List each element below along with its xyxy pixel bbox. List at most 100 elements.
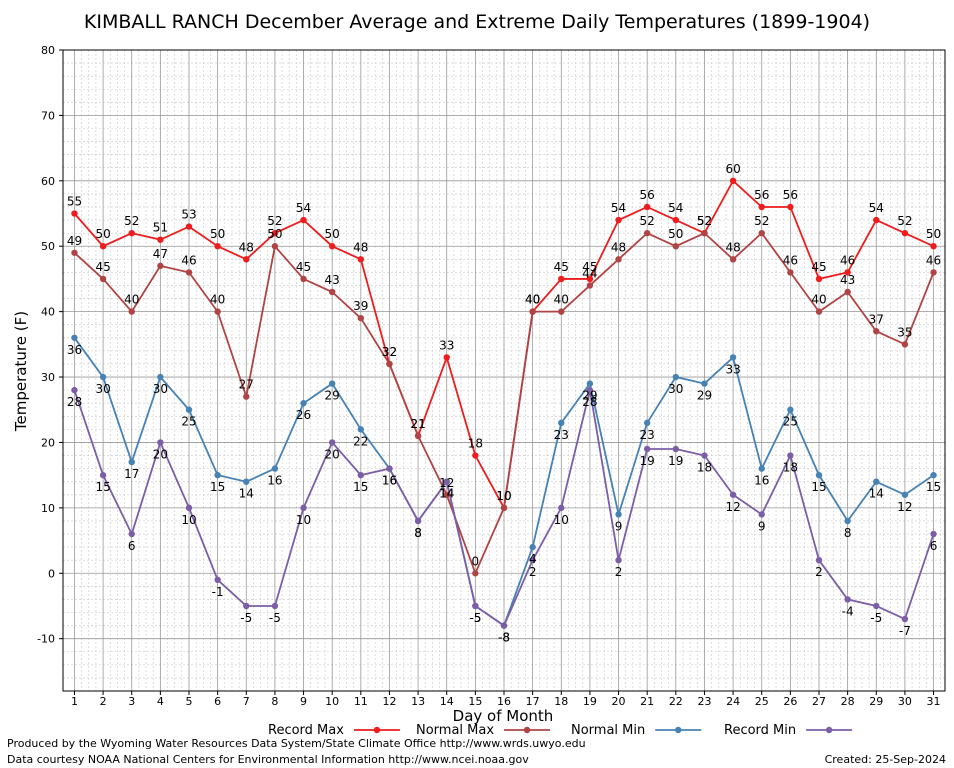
record-max-point	[128, 229, 135, 237]
record-min-point	[615, 556, 622, 564]
normal-max-point	[300, 275, 307, 283]
x-tick-label: 9	[300, 695, 307, 708]
normal-max-point	[815, 308, 823, 315]
record-max-data-label: 18	[468, 437, 483, 451]
normal-min-data-label: 30	[668, 382, 683, 396]
record-min-data-label: -1	[212, 585, 224, 599]
normal-min-legend-label: Normal Min	[571, 723, 645, 738]
normal-max-data-label: 21	[410, 417, 425, 431]
normal-min-point	[357, 426, 365, 433]
normal-max-point	[787, 269, 794, 276]
record-max-point	[300, 216, 307, 224]
record-max-data-label: 46	[840, 253, 855, 267]
record-max-data-label: 33	[439, 338, 454, 352]
record-min-point	[128, 530, 135, 538]
normal-max-data-label: 35	[897, 325, 912, 339]
normal-min-point	[672, 373, 680, 381]
record-max-data-label: 45	[554, 260, 569, 274]
y-tick-label: 30	[41, 371, 55, 384]
record-max-point	[271, 229, 279, 237]
normal-max-point	[758, 229, 765, 237]
record-max-legend-marker	[373, 726, 381, 734]
x-tick-label: 3	[128, 695, 135, 708]
x-tick-label: 16	[497, 695, 511, 708]
x-tick-label: 27	[812, 695, 826, 708]
normal-min-data-label: 26	[296, 408, 311, 422]
x-tick-label: 22	[669, 695, 683, 708]
normal-max-data-label: 0	[472, 554, 480, 568]
record-max-point	[873, 216, 880, 224]
normal-min-point	[529, 543, 536, 551]
y-tick-label: 10	[41, 502, 55, 515]
normal-max-data-label: 10	[496, 489, 511, 503]
record-min-point	[930, 530, 937, 538]
record-min-point	[901, 615, 909, 623]
normal-min-point	[157, 373, 164, 381]
record-max-data-label: 60	[725, 162, 740, 176]
x-tick-label: 10	[325, 695, 339, 708]
record-min-data-label: 20	[325, 447, 340, 461]
normal-max-point	[271, 243, 279, 250]
normal-min-point	[586, 380, 594, 387]
normal-max-data-label: 12	[439, 476, 454, 490]
record-min-point	[844, 596, 851, 603]
record-min-data-label: -8	[498, 631, 510, 645]
normal-max-point	[157, 262, 164, 270]
normal-max-data-label: 39	[353, 299, 368, 313]
normal-min-point	[243, 478, 250, 485]
normal-min-point	[99, 373, 107, 381]
normal-min-data-label: 30	[153, 382, 168, 396]
normal-min-data-label: 12	[897, 500, 912, 514]
normal-min-data-label: 29	[582, 389, 597, 403]
record-min-data-label: -7	[899, 624, 911, 638]
record-min-point	[472, 602, 479, 610]
record-min-point	[443, 478, 450, 485]
normal-max-point	[901, 341, 909, 348]
normal-max-point	[529, 308, 536, 315]
record-max-data-label: 52	[267, 214, 282, 228]
normal-max-data-label: 40	[554, 293, 569, 307]
x-tick-label: 24	[726, 695, 740, 708]
record-max-data-label: 52	[124, 214, 139, 228]
record-max-point	[443, 354, 450, 361]
normal-max-data-label: 27	[239, 378, 254, 392]
normal-max-point	[99, 275, 107, 283]
normal-max-data-label: 47	[153, 247, 168, 261]
normal-max-legend-marker	[523, 726, 531, 734]
x-tick-label: 2	[100, 695, 107, 708]
record-max-data-label: 50	[210, 227, 225, 241]
y-tick-label: 60	[41, 175, 55, 188]
normal-max-legend-label: Normal Max	[416, 723, 494, 738]
normal-max-point	[844, 288, 851, 296]
record-min-legend-marker	[825, 726, 833, 734]
record-max-data-label: 21	[410, 417, 425, 431]
record-max-data-label: 45	[582, 260, 597, 274]
record-max-point	[243, 256, 250, 263]
normal-max-point	[729, 256, 737, 263]
record-max-data-label: 56	[640, 188, 655, 202]
data-courtesy: Data courtesy NOAA National Centers for …	[7, 753, 529, 766]
x-tick-label: 13	[411, 695, 425, 708]
x-tick-label: 5	[186, 695, 193, 708]
legend: Record Max Normal Max Normal Min Record Min	[268, 723, 853, 738]
record-max-point	[901, 229, 909, 237]
x-tick-label: 18	[554, 695, 568, 708]
normal-min-point	[844, 517, 851, 525]
record-min-data-label: -4	[842, 604, 854, 618]
record-max-point	[558, 275, 565, 283]
normal-max-point	[643, 229, 651, 237]
record-max-data-label: 50	[95, 227, 110, 241]
x-tick-label: 31	[927, 695, 941, 708]
x-tick-label: 26	[783, 695, 797, 708]
x-tick-label: 4	[157, 695, 164, 708]
record-max-data-label: 54	[296, 201, 311, 215]
normal-max-data-label: 50	[267, 227, 282, 241]
record-min-data-label: 14	[439, 487, 454, 501]
normal-min-legend-marker	[675, 726, 682, 734]
record-max-data-label: 50	[325, 227, 340, 241]
normal-max-point	[930, 269, 937, 276]
producer-credit: Produced by the Wyoming Water Resources …	[7, 737, 586, 750]
normal-min-data-label: 14	[239, 487, 254, 501]
